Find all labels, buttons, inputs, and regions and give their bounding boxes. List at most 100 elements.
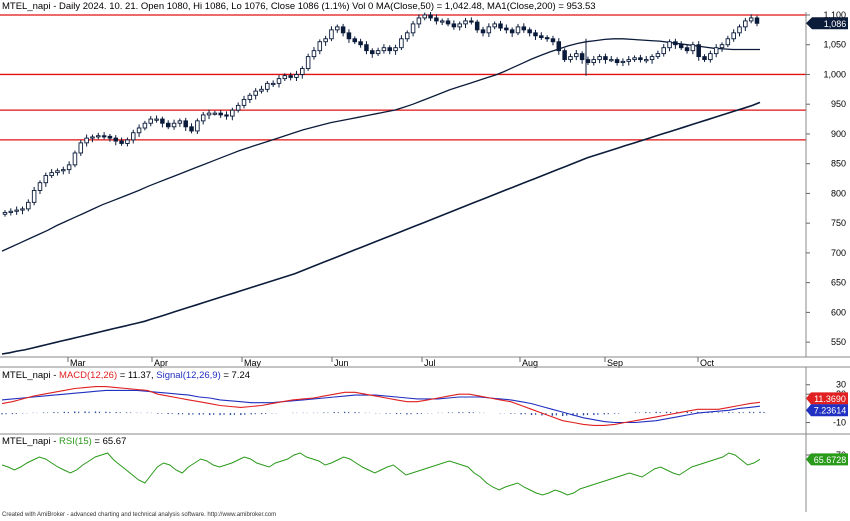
- rsi-last-badge-shape: [806, 453, 848, 466]
- price-tick-label: 700: [831, 248, 846, 258]
- candle: [200, 111, 206, 125]
- macd-title-signal: Signal(12,26,9): [156, 370, 220, 381]
- candle: [632, 55, 637, 62]
- candle: [305, 53, 311, 71]
- candle-body: [300, 68, 305, 75]
- candle: [393, 44, 398, 55]
- candle: [708, 50, 713, 63]
- candle: [90, 134, 95, 143]
- candle: [165, 120, 171, 130]
- candle-body: [31, 189, 37, 203]
- candle-body: [457, 23, 462, 28]
- candle: [247, 92, 253, 104]
- candle-body: [649, 56, 655, 61]
- candle-body: [183, 120, 188, 128]
- candle: [609, 56, 614, 62]
- candle: [410, 20, 416, 37]
- candle-body: [276, 78, 282, 84]
- candle: [690, 41, 696, 55]
- candle-body: [329, 29, 334, 40]
- macd-last-badge-shape: [806, 392, 848, 405]
- candle: [311, 47, 317, 60]
- candle: [556, 38, 562, 55]
- candle-body: [160, 118, 165, 124]
- candle: [340, 23, 346, 37]
- candle-body: [562, 50, 567, 61]
- candle: [743, 17, 748, 32]
- candle-body: [591, 59, 597, 64]
- rsi-last-badge-label: 65.6728: [814, 455, 847, 465]
- candle-body: [393, 47, 398, 52]
- signal-line: [1, 389, 761, 424]
- candle: [55, 168, 60, 176]
- candle-body: [165, 122, 171, 128]
- candle: [422, 12, 427, 21]
- month-label-oct: Oct: [700, 358, 715, 368]
- candle: [235, 102, 241, 113]
- candle: [66, 161, 72, 174]
- candle-body: [305, 56, 311, 69]
- candle-body: [585, 59, 591, 64]
- candle-body: [673, 41, 678, 46]
- month-label-aug: Aug: [522, 358, 538, 368]
- candle-body: [737, 26, 742, 34]
- candle: [270, 80, 276, 87]
- candle: [113, 135, 119, 146]
- rsi-badges: 65.6728: [806, 453, 848, 466]
- candle: [49, 169, 54, 178]
- macd-tick-label: 30: [836, 380, 846, 390]
- candle-body: [550, 38, 556, 43]
- ma50-line: [1, 38, 760, 252]
- candle: [26, 199, 31, 212]
- candle-body: [364, 44, 369, 52]
- candle: [14, 206, 19, 215]
- macd-histogram: [1, 411, 765, 417]
- candle-body: [370, 50, 375, 55]
- candle-body: [568, 56, 573, 61]
- candle-body: [37, 182, 43, 191]
- candle-body: [136, 127, 142, 134]
- candle: [702, 54, 707, 62]
- candle-body: [492, 23, 497, 28]
- candle: [195, 118, 200, 134]
- candle: [276, 75, 282, 88]
- month-label-mar: Mar: [70, 358, 86, 368]
- candle: [469, 17, 474, 25]
- candle: [282, 73, 288, 81]
- candle: [37, 180, 43, 195]
- candle-body: [346, 32, 352, 40]
- macd-badges: 11.3690 7.23614: [806, 392, 848, 417]
- candle: [107, 133, 113, 142]
- candle: [638, 54, 643, 63]
- candle-body: [375, 50, 381, 55]
- candle-body: [107, 135, 113, 139]
- macd-line: [1, 386, 761, 426]
- candle-body: [469, 20, 474, 23]
- candle: [713, 44, 719, 58]
- candle-body: [509, 29, 515, 34]
- candle: [241, 95, 247, 109]
- candle-body: [200, 114, 206, 122]
- candle-body: [142, 122, 148, 129]
- candle: [661, 44, 666, 57]
- rsi-panel-title: MTEL_napi - RSI(15) = 65.67: [2, 436, 126, 447]
- candle: [183, 117, 188, 131]
- candle: [725, 35, 731, 48]
- candle-body: [125, 139, 130, 144]
- candle-body: [486, 26, 492, 34]
- candle-body: [708, 53, 713, 61]
- candle-body: [643, 59, 649, 62]
- candle: [259, 85, 264, 94]
- macd-last-badge-label: 11.3690: [814, 394, 846, 404]
- candle-body: [2, 212, 8, 215]
- candle: [294, 70, 299, 81]
- candle-body: [171, 122, 177, 128]
- candle-body: [265, 82, 270, 90]
- candle: [375, 47, 381, 57]
- candle-body: [340, 26, 346, 34]
- candle: [416, 14, 422, 29]
- candle-body: [195, 120, 200, 132]
- candle: [212, 110, 218, 116]
- candle-body: [428, 14, 433, 19]
- price-tick-label: 800: [831, 188, 846, 198]
